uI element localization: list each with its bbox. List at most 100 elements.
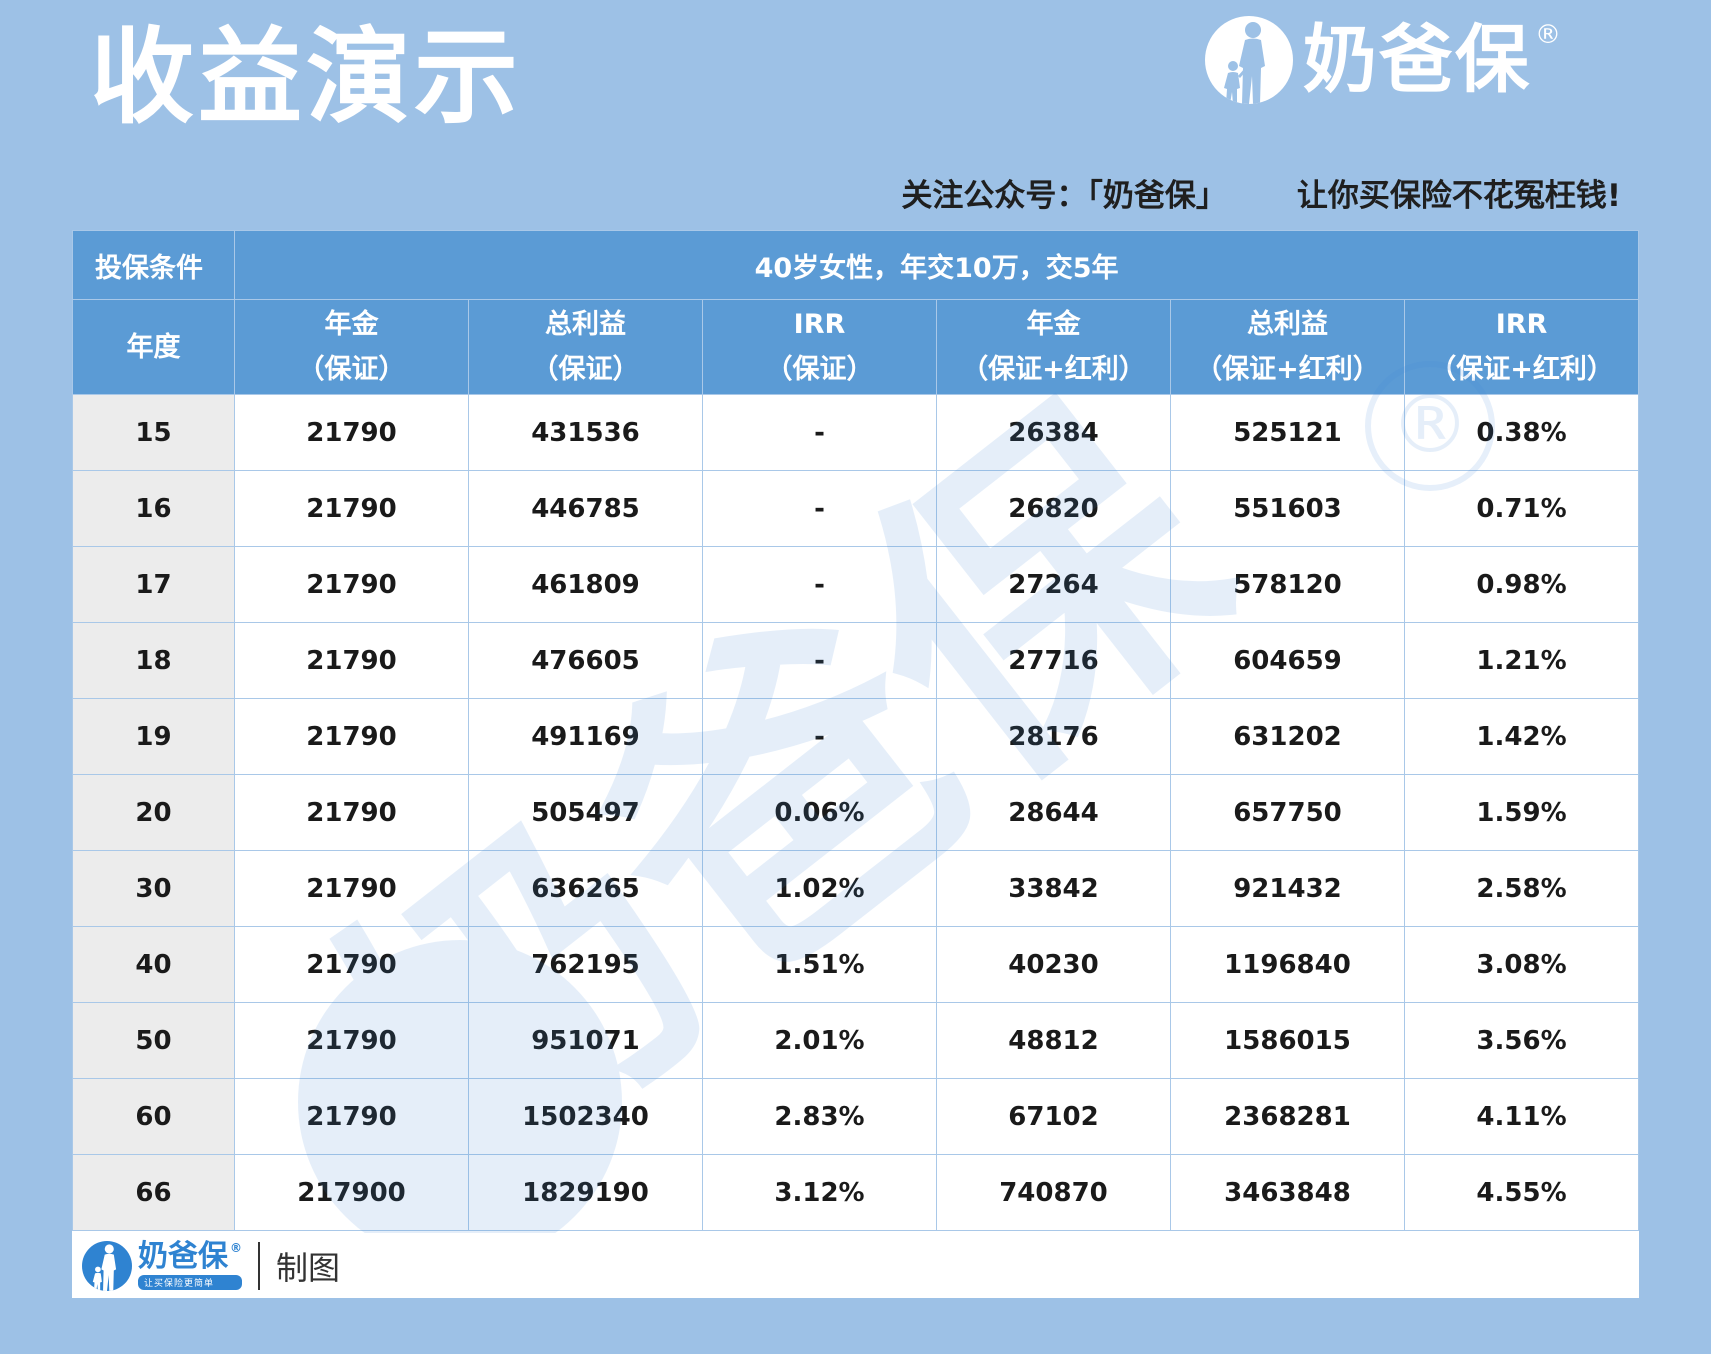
year-cell: 40 [72, 926, 235, 1003]
year-cell: 19 [72, 698, 235, 775]
table-cell: 431536 [468, 394, 703, 471]
table-cell: 21790 [234, 850, 469, 927]
column-title: IRR [793, 309, 846, 340]
year-cell: 18 [72, 622, 235, 699]
footer-label: 制图 [276, 1248, 341, 1287]
table-cell: 21790 [234, 774, 469, 851]
table-cell: 461809 [468, 546, 703, 623]
table-cell: 4.11% [1403, 1078, 1639, 1155]
table-cell: 28176 [936, 698, 1171, 775]
table-cell: 26384 [936, 394, 1171, 471]
table-row: 17 21790 461809 - 27264 578120 0.98% [72, 546, 1639, 623]
table-row: 30 21790 636265 1.02% 33842 921432 2.58% [72, 850, 1639, 927]
table-cell: 505497 [468, 774, 703, 851]
parent-child-silhouette-icon [82, 1240, 132, 1291]
column-title: 总利益 [545, 309, 626, 340]
table-cell: 951071 [468, 1002, 703, 1079]
table-cell: 0.71% [1403, 470, 1639, 547]
table-cell: - [702, 470, 937, 547]
footer-registered-mark: ® [230, 1240, 242, 1255]
table-cell: 1829190 [468, 1154, 703, 1231]
table-cell: 2.83% [702, 1078, 937, 1155]
column-subtitle: （保证） [297, 354, 406, 385]
table-cell: 2.58% [1403, 850, 1639, 927]
brand-name: 奶爸保 [1303, 17, 1531, 103]
table-cell: 3.08% [1403, 926, 1639, 1003]
column-header: 年金 （保证） [234, 299, 469, 395]
year-cell: 50 [72, 1002, 235, 1079]
table-cell: 21790 [234, 546, 469, 623]
table-cell: 21790 [234, 698, 469, 775]
column-title: 年金 [324, 309, 379, 340]
table-cell: 2368281 [1170, 1078, 1405, 1155]
year-cell: 66 [72, 1154, 235, 1231]
table-row: 16 21790 446785 - 26820 551603 0.71% [72, 470, 1639, 547]
column-subtitle: （保证+红利） [961, 354, 1146, 385]
column-title: 总利益 [1247, 309, 1328, 340]
table-cell: 0.06% [702, 774, 937, 851]
table-cell: 762195 [468, 926, 703, 1003]
year-cell: 60 [72, 1078, 235, 1155]
year-cell: 30 [72, 850, 235, 927]
table-cell: 631202 [1170, 698, 1405, 775]
column-header: IRR （保证） [702, 299, 937, 395]
table-row: 15 21790 431536 - 26384 525121 0.38% [72, 394, 1639, 471]
table-row: 40 21790 762195 1.51% 40230 1196840 3.08… [72, 926, 1639, 1003]
table-cell: 217900 [234, 1154, 469, 1231]
table-cell: 921432 [1170, 850, 1405, 927]
slogan-tagline: 让你买保险不花冤枉钱! [1296, 178, 1621, 214]
table-row: 18 21790 476605 - 27716 604659 1.21% [72, 622, 1639, 699]
table-cell: 1.59% [1403, 774, 1639, 851]
table-cell: 67102 [936, 1078, 1171, 1155]
table-cell: 636265 [468, 850, 703, 927]
table-cell: 1586015 [1170, 1002, 1405, 1079]
table-cell: 4.55% [1403, 1154, 1639, 1231]
table-cell: 0.98% [1403, 546, 1639, 623]
brand-logo: 奶爸保 ® [1205, 14, 1561, 106]
table-cell: 446785 [468, 470, 703, 547]
table-cell: 33842 [936, 850, 1171, 927]
footer-brand: 奶爸保 ® [138, 1238, 242, 1274]
column-title: 年金 [1026, 309, 1081, 340]
table-row: 60 21790 1502340 2.83% 67102 2368281 4.1… [72, 1078, 1639, 1155]
table-row: 66 217900 1829190 3.12% 740870 3463848 4… [72, 1154, 1639, 1231]
column-subtitle: （保证+红利） [1429, 354, 1614, 385]
table-cell: 1502340 [468, 1078, 703, 1155]
table-cell: 657750 [1170, 774, 1405, 851]
column-header-row: 年度 年金 （保证） 总利益 （保证） IRR （保证） 年金 （保证+红利） 总利益 （… [72, 299, 1639, 395]
registered-mark: ® [1535, 20, 1561, 50]
slogan: 关注公众号：「奶爸保」 让你买保险不花冤枉钱! [901, 170, 1621, 215]
table-cell: 21790 [234, 394, 469, 471]
column-title: IRR [1495, 309, 1548, 340]
slogan-follow: 关注公众号：「奶爸保」 [901, 178, 1227, 214]
table-cell: 40230 [936, 926, 1171, 1003]
table-cell: 491169 [468, 698, 703, 775]
benefit-table-container: 投保条件 40岁女性，年交10万，交5年 年度 年金 （保证） 总利益 （保证） I… [72, 230, 1639, 1298]
column-subtitle: （保证） [765, 354, 874, 385]
table-cell: 1.02% [702, 850, 937, 927]
footer-brand-box: 奶爸保 ® 让买保险更简单 [138, 1238, 242, 1290]
table-cell: 21790 [234, 470, 469, 547]
table-cell: 3.56% [1403, 1002, 1639, 1079]
table-cell: 21790 [234, 622, 469, 699]
year-cell: 20 [72, 774, 235, 851]
table-cell: 21790 [234, 926, 469, 1003]
table-cell: - [702, 698, 937, 775]
table-cell: 1.21% [1403, 622, 1639, 699]
table-cell: 21790 [234, 1002, 469, 1079]
footer-brand-name: 奶爸保 [138, 1238, 228, 1274]
table-cell: 1196840 [1170, 926, 1405, 1003]
table-cell: - [702, 622, 937, 699]
condition-value: 40岁女性，年交10万，交5年 [233, 230, 1639, 300]
condition-row: 投保条件 40岁女性，年交10万，交5年 [72, 230, 1639, 300]
year-cell: 16 [72, 470, 235, 547]
table-cell: - [702, 546, 937, 623]
table-cell: 28644 [936, 774, 1171, 851]
column-subtitle: （保证） [531, 354, 640, 385]
table-cell: 3463848 [1170, 1154, 1405, 1231]
table-cell: 740870 [936, 1154, 1171, 1231]
table-cell: 48812 [936, 1002, 1171, 1079]
table-row: 20 21790 505497 0.06% 28644 657750 1.59% [72, 774, 1639, 851]
table-cell: 27264 [936, 546, 1171, 623]
year-header: 年度 [72, 299, 235, 395]
